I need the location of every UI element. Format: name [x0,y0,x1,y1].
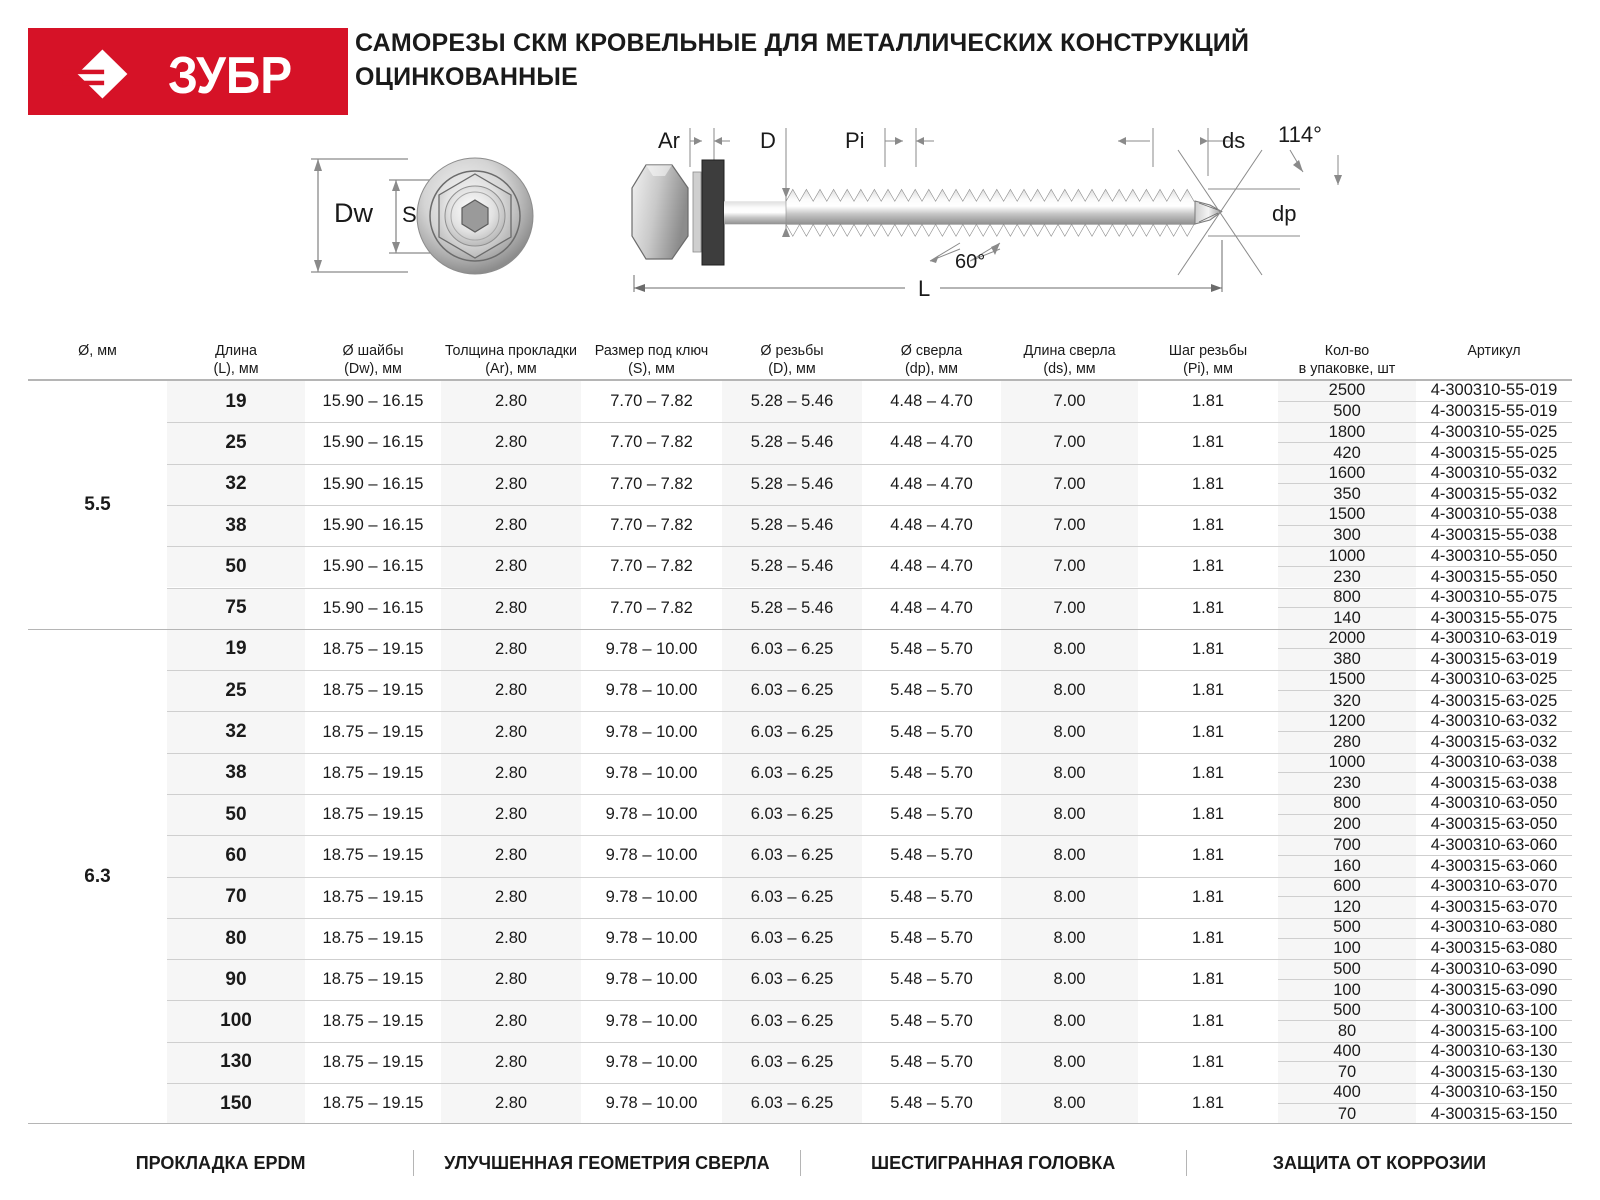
svg-text:114°: 114° [1278,122,1322,147]
svg-text:Dw: Dw [334,198,373,228]
svg-text:Ar: Ar [658,128,680,153]
svg-text:S: S [402,202,417,227]
svg-text:60°: 60° [955,251,985,273]
svg-text:L: L [918,276,930,301]
svg-text:ds: ds [1222,128,1245,153]
svg-text:dp: dp [1272,201,1296,226]
svg-text:Pi: Pi [845,128,865,153]
svg-text:D: D [760,128,776,153]
